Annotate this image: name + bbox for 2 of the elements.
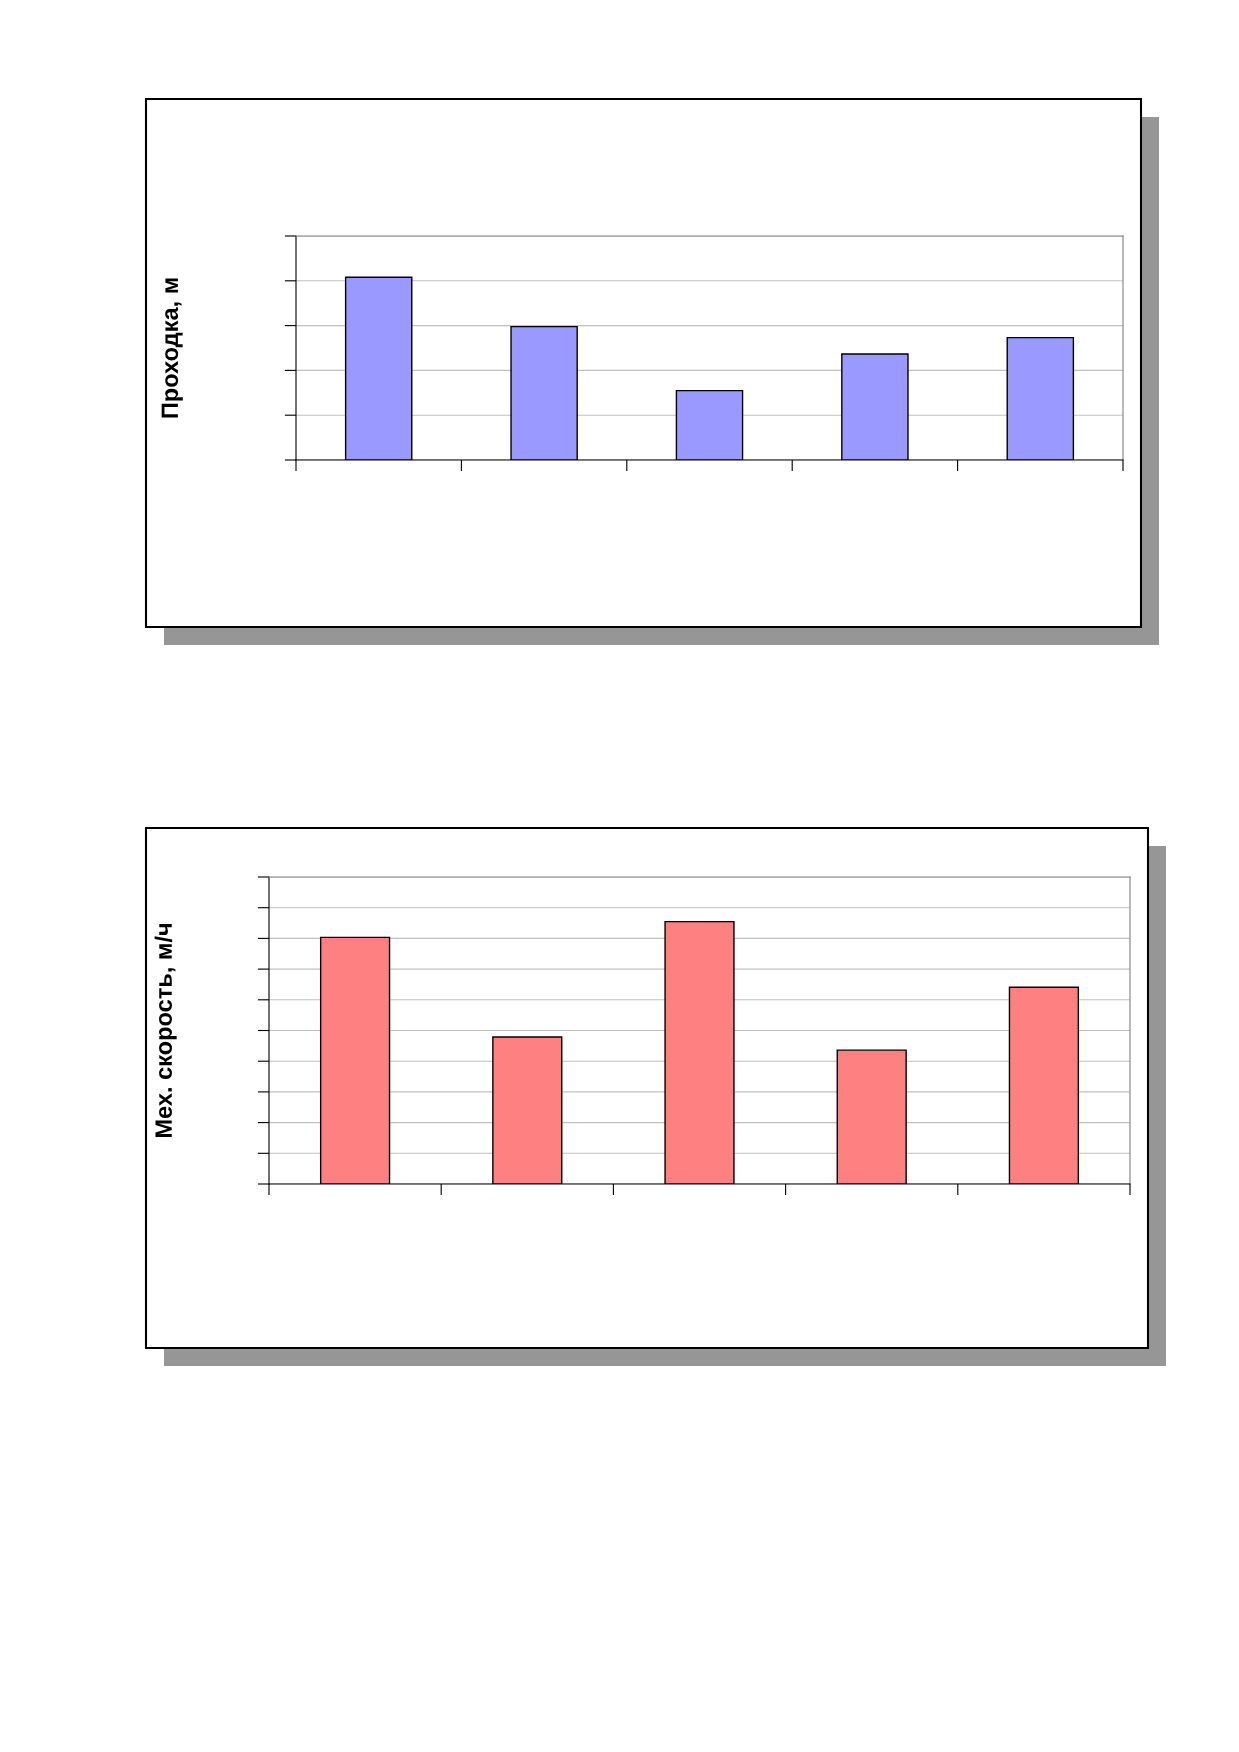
y-axis-title: Проходка, м	[161, 278, 183, 418]
y-axis-title: Мех. скорость, м/ч	[154, 923, 177, 1138]
